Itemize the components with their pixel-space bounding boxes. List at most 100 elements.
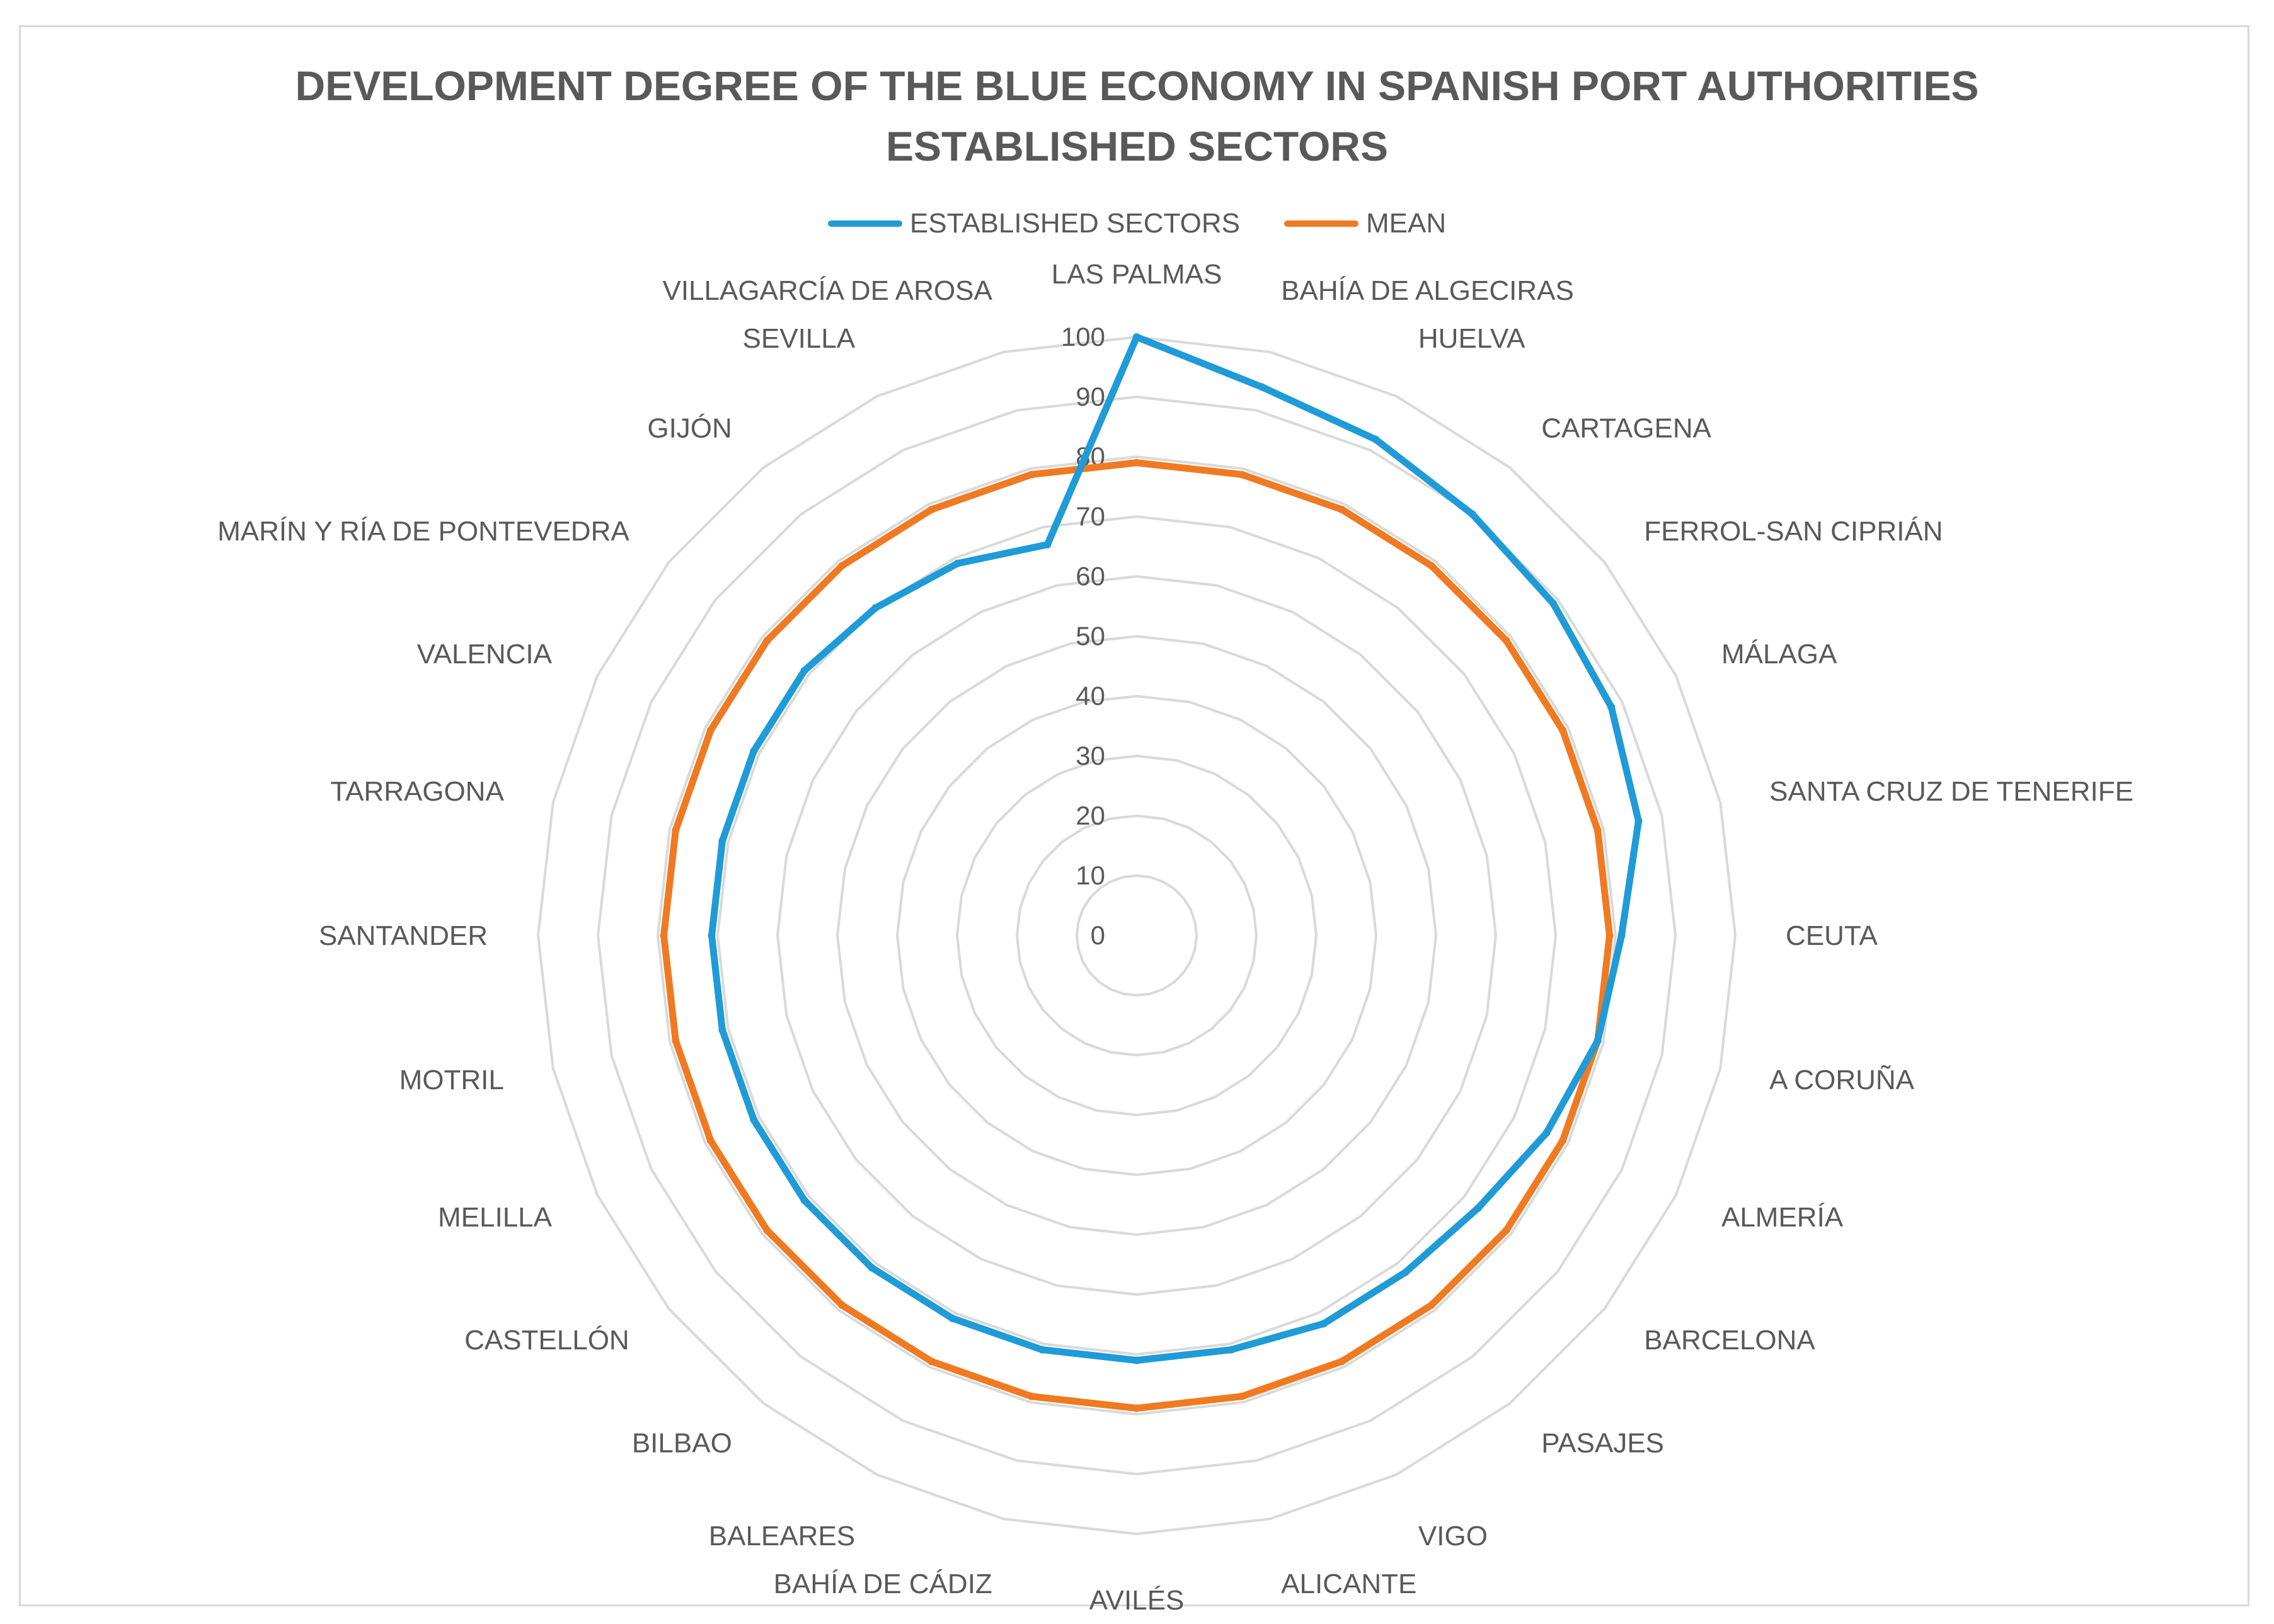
category-label: SEVILLA bbox=[743, 323, 856, 354]
tick-label: 70 bbox=[1076, 501, 1105, 531]
data-point bbox=[1238, 471, 1246, 479]
data-point bbox=[838, 1301, 846, 1309]
data-point bbox=[1319, 1320, 1328, 1328]
data-point bbox=[1427, 562, 1435, 570]
category-label: A CORUÑA bbox=[1769, 1064, 1914, 1095]
data-point bbox=[1038, 1346, 1046, 1354]
data-point bbox=[1605, 932, 1614, 939]
data-point bbox=[750, 1116, 758, 1124]
category-label: BALEARES bbox=[709, 1521, 855, 1552]
data-point bbox=[1617, 932, 1626, 939]
data-point bbox=[1607, 703, 1616, 711]
data-point bbox=[1133, 1404, 1140, 1412]
gridline-40 bbox=[895, 694, 1378, 1177]
data-point bbox=[672, 826, 680, 834]
legend-item-mean: MEAN bbox=[1283, 208, 1447, 239]
data-point bbox=[708, 932, 716, 939]
gridline-70 bbox=[716, 515, 1558, 1356]
legend-label-established: ESTABLISHED SECTORS bbox=[909, 208, 1240, 239]
data-point bbox=[750, 747, 758, 755]
data-point bbox=[1559, 726, 1567, 735]
data-point bbox=[927, 505, 936, 513]
data-point bbox=[763, 637, 771, 645]
category-label: MÁLAGA bbox=[1721, 639, 1837, 670]
category-label: PASAJES bbox=[1541, 1427, 1664, 1458]
data-point bbox=[1502, 1226, 1510, 1234]
category-label: SANTANDER bbox=[319, 920, 488, 951]
gridline-80 bbox=[656, 455, 1617, 1416]
data-point bbox=[800, 1196, 808, 1204]
legend-swatch-established bbox=[827, 220, 902, 227]
category-label: BAHÍA DE ALGECIRAS bbox=[1281, 275, 1574, 306]
tick-label: 90 bbox=[1076, 382, 1105, 411]
data-point bbox=[1559, 1136, 1567, 1145]
data-point bbox=[718, 837, 726, 845]
data-point bbox=[953, 559, 962, 568]
gridline-30 bbox=[955, 754, 1318, 1117]
category-label: BAHÍA DE CÁDIZ bbox=[774, 1569, 992, 1599]
data-point bbox=[1027, 471, 1035, 479]
category-label: MELILLA bbox=[438, 1202, 553, 1233]
legend-label-mean: MEAN bbox=[1365, 208, 1447, 239]
category-label: CEUTA bbox=[1786, 920, 1878, 951]
gridline-10 bbox=[1075, 874, 1198, 997]
gridline-20 bbox=[1015, 814, 1258, 1057]
data-point bbox=[948, 1314, 956, 1322]
legend-swatch-mean bbox=[1283, 220, 1358, 227]
gridline-50 bbox=[836, 634, 1438, 1237]
data-point bbox=[1027, 1392, 1035, 1400]
data-point bbox=[763, 1226, 771, 1234]
data-point bbox=[868, 1264, 876, 1272]
category-label: HUELVA bbox=[1418, 323, 1525, 354]
series-layer bbox=[660, 333, 1643, 1412]
category-label: VALENCIA bbox=[417, 639, 553, 670]
category-label: ALICANTE bbox=[1281, 1569, 1416, 1599]
category-labels: LAS PALMAS BAHÍA DE ALGECIRAS HUELVA CARTAG… bbox=[217, 259, 2133, 1616]
data-point bbox=[1594, 1037, 1602, 1045]
data-point bbox=[1133, 1356, 1140, 1364]
data-point bbox=[1238, 1392, 1246, 1400]
tick-label: 0 bbox=[1091, 920, 1105, 950]
chart-title-line: DEVELOPMENT DEGREE OF THE BLUE ECONOMY I… bbox=[295, 62, 1979, 109]
data-point bbox=[1549, 599, 1558, 607]
data-point bbox=[1258, 383, 1266, 391]
category-label: VIGO bbox=[1418, 1521, 1488, 1552]
category-label: CARTAGENA bbox=[1541, 413, 1711, 444]
gridline-100 bbox=[536, 335, 1737, 1536]
category-label: FERROL-SAN CIPRIÁN bbox=[1644, 516, 1943, 547]
data-point bbox=[1542, 1129, 1551, 1137]
data-point bbox=[1594, 826, 1602, 834]
tick-label: 60 bbox=[1076, 561, 1105, 591]
data-point bbox=[1502, 637, 1510, 645]
data-point bbox=[1427, 1301, 1435, 1309]
data-point bbox=[1401, 1268, 1410, 1276]
radar-grid bbox=[536, 335, 1737, 1536]
tick-label: 10 bbox=[1076, 861, 1105, 890]
tick-label: 50 bbox=[1076, 621, 1105, 651]
data-point bbox=[1372, 435, 1380, 443]
data-point bbox=[1338, 1358, 1346, 1366]
legend: ESTABLISHED SECTORS MEAN bbox=[0, 208, 2274, 239]
data-point bbox=[660, 932, 668, 939]
category-label: ALMERÍA bbox=[1721, 1202, 1844, 1233]
data-point bbox=[1634, 817, 1643, 825]
category-label: BARCELONA bbox=[1644, 1325, 1815, 1356]
data-point bbox=[706, 726, 715, 735]
data-point bbox=[1133, 333, 1140, 341]
gridline-90 bbox=[596, 395, 1677, 1476]
legend-item-established: ESTABLISHED SECTORS bbox=[827, 208, 1240, 239]
data-point bbox=[838, 562, 846, 570]
tick-label: 40 bbox=[1076, 681, 1105, 711]
data-point bbox=[800, 666, 808, 675]
category-label: MARÍN Y RÍA DE PONTEVEDRA bbox=[217, 516, 629, 547]
tick-label: 100 bbox=[1061, 322, 1105, 352]
category-label: LAS PALMAS bbox=[1052, 259, 1222, 290]
tick-label: 20 bbox=[1076, 801, 1105, 830]
data-point bbox=[672, 1037, 680, 1045]
tick-label: 30 bbox=[1076, 741, 1105, 770]
data-point bbox=[927, 1358, 936, 1366]
data-point bbox=[706, 1136, 715, 1145]
data-point bbox=[1469, 510, 1477, 518]
